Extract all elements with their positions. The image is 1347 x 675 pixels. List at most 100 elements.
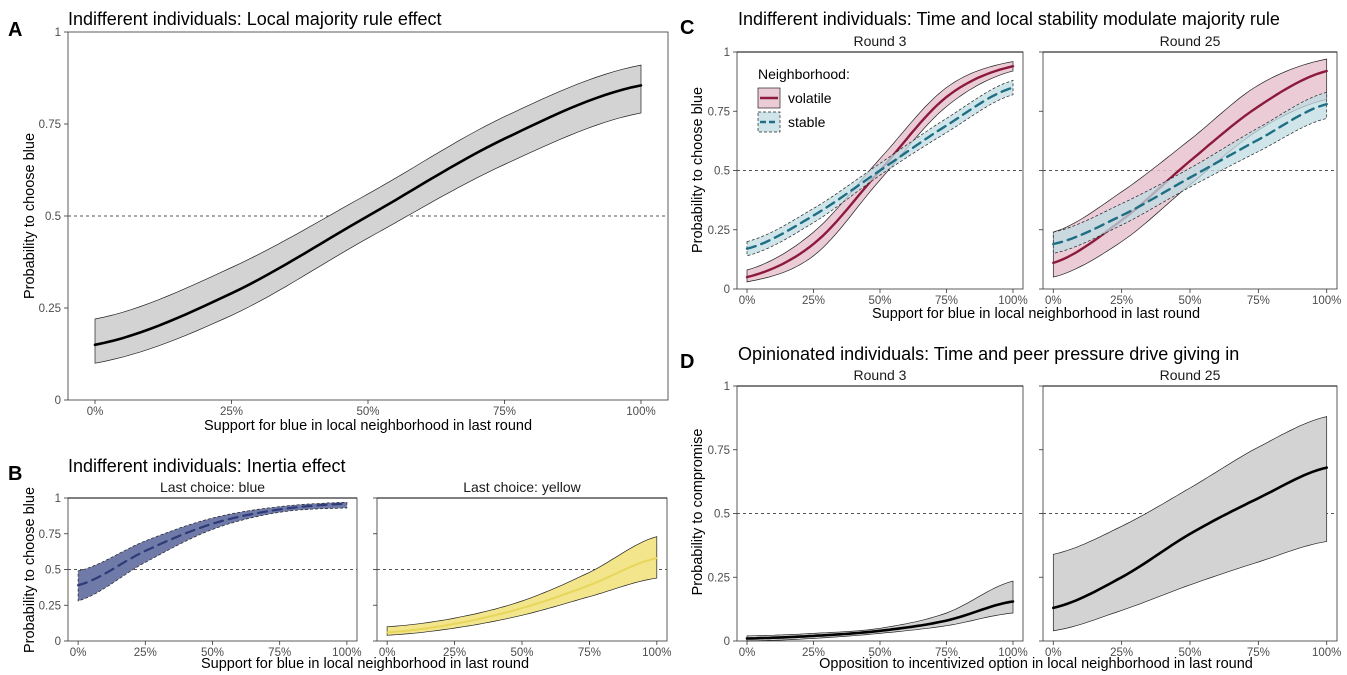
- series-line: [77, 502, 348, 587]
- x-tick-label: 75%: [1247, 295, 1270, 307]
- y-tick-label: 0.75: [708, 106, 730, 118]
- y-tick-label: 0.25: [708, 225, 730, 237]
- series-line-volatile: [1052, 69, 1328, 265]
- facet-a: 0% 25% 50% 75% 100% 0 0.25 0.5 0.75 1: [39, 27, 669, 418]
- facet-c-round3: Round 3 0% 25% 50% 75% 100% 0 0.25 0.5 0.75 1: [708, 33, 1028, 307]
- series-line-stable: [745, 86, 1015, 250]
- x-tick-label: 100%: [998, 295, 1027, 307]
- facet-strip-label: Round 3: [854, 33, 907, 49]
- y-tick-label: 0.75: [39, 529, 61, 541]
- y-tick-label: 0: [724, 284, 730, 296]
- y-tick-label: 0.75: [708, 445, 730, 457]
- x-tick-label: 25%: [220, 406, 243, 418]
- x-tick-label: 0%: [87, 406, 104, 418]
- x-tick-label: 0%: [739, 647, 756, 659]
- panel-d-title: Opinionated individuals: Time and peer p…: [738, 344, 1239, 364]
- x-tick-label: 100%: [1312, 647, 1341, 659]
- confidence-band: [77, 501, 348, 602]
- x-tick-label: 0%: [379, 647, 396, 659]
- y-tick-label: 0: [724, 636, 730, 648]
- panel-tag-d: D: [680, 351, 694, 373]
- facet-d-round25: Round 25 0% 25% 50% 75% 100%: [1039, 367, 1341, 659]
- x-tick-label: 25%: [1110, 295, 1133, 307]
- x-tick-label: 25%: [134, 647, 157, 659]
- x-tick-label: 25%: [443, 647, 466, 659]
- facet-strip-label: Round 25: [1160, 367, 1221, 383]
- x-tick-label: 50%: [356, 406, 379, 418]
- x-tick-label: 75%: [935, 647, 958, 659]
- x-tick-label: 75%: [935, 295, 958, 307]
- panel-tag-b: B: [8, 463, 22, 485]
- facet-strip-label: Last choice: yellow: [463, 479, 581, 495]
- panel-tag-a: A: [8, 19, 22, 41]
- facet-strip-label: Last choice: blue: [160, 479, 265, 495]
- x-tick-label: 75%: [1247, 647, 1270, 659]
- y-tick-label: 1: [55, 493, 61, 505]
- y-tick-label: 0.25: [39, 303, 61, 315]
- x-tick-label: 100%: [998, 647, 1027, 659]
- series-line: [1052, 466, 1328, 610]
- panel-c-title: Indifferent individuals: Time and local …: [738, 9, 1280, 29]
- x-tick-label: 25%: [1110, 647, 1133, 659]
- facet-b-yellow: Last choice: yellow 0% 25% 50% 75% 100%: [373, 479, 672, 659]
- x-tick-label: 0%: [739, 295, 756, 307]
- legend-title: Neighborhood:: [758, 66, 850, 82]
- panel-a-ylabel: Probability to choose blue: [22, 133, 38, 299]
- x-tick-label: 50%: [201, 647, 224, 659]
- x-tick-label: 75%: [493, 406, 516, 418]
- confidence-band-stable: [1052, 91, 1328, 254]
- x-tick-label: 50%: [1178, 647, 1201, 659]
- y-tick-label: 0.5: [45, 565, 61, 577]
- y-tick-label: 0.5: [714, 509, 730, 521]
- facet-b-blue: Last choice: blue 0% 25% 50% 75% 100% 0 0.25 0.5…: [39, 479, 362, 659]
- x-tick-label: 0%: [70, 647, 87, 659]
- confidence-band: [746, 580, 1014, 642]
- x-tick-label: 100%: [642, 647, 671, 659]
- y-tick-label: 0: [55, 636, 61, 648]
- x-tick-label: 75%: [578, 647, 601, 659]
- panel-a-xlabel: Support for blue in local neighborhood i…: [204, 418, 532, 434]
- panel-a-title: Indifferent individuals: Local majority …: [68, 9, 442, 29]
- series-line: [93, 84, 643, 347]
- y-tick-label: 0.75: [39, 119, 61, 131]
- series-line-stable: [1052, 102, 1328, 246]
- y-tick-label: 0.25: [708, 572, 730, 584]
- panel-b-xlabel: Support for blue in local neighborhood i…: [201, 656, 529, 672]
- confidence-band-stable: [746, 79, 1014, 257]
- x-tick-label: 100%: [1312, 295, 1341, 307]
- panel-c-xlabel: Support for blue in local neighborhood i…: [872, 306, 1200, 322]
- x-tick-label: 100%: [626, 406, 655, 418]
- x-tick-label: 25%: [802, 647, 825, 659]
- panel-d-xlabel: Opposition to incentivized option in loc…: [819, 656, 1253, 672]
- x-tick-label: 25%: [802, 295, 825, 307]
- y-tick-label: 1: [724, 381, 730, 393]
- facet-strip-label: Round 25: [1160, 33, 1221, 49]
- y-tick-label: 0: [55, 395, 61, 407]
- y-tick-label: 0.5: [45, 211, 61, 223]
- legend-label-stable: stable: [788, 114, 826, 130]
- x-tick-label: 100%: [332, 647, 361, 659]
- legend: Neighborhood: volatile stable: [757, 66, 850, 133]
- y-tick-label: 0.5: [714, 166, 730, 178]
- confidence-band: [386, 536, 658, 636]
- panel-d-ylabel: Probability to compromise: [690, 429, 706, 596]
- series-line: [386, 557, 658, 634]
- x-tick-label: 50%: [868, 295, 891, 307]
- panel-c-ylabel: Probability to choose blue: [690, 87, 706, 253]
- legend-item-volatile: volatile: [757, 87, 832, 109]
- x-tick-label: 50%: [868, 647, 891, 659]
- y-tick-label: 1: [55, 27, 61, 39]
- x-tick-label: 0%: [1045, 295, 1062, 307]
- facet-c-round25: Round 25 0% 25% 50% 75% 100%: [1039, 33, 1341, 307]
- facet-d-round3: Round 3 0% 25% 50% 75% 100% 0 0.25 0.5 0.75 1: [708, 367, 1028, 659]
- panel-b-title: Indifferent individuals: Inertia effect: [68, 456, 346, 476]
- facet-strip-label: Round 3: [854, 367, 907, 383]
- panel-tag-c: C: [680, 17, 694, 39]
- legend-item-stable: stable: [757, 111, 826, 133]
- x-tick-label: 50%: [1178, 295, 1201, 307]
- x-tick-label: 0%: [1045, 647, 1062, 659]
- legend-label-volatile: volatile: [788, 90, 832, 106]
- x-tick-label: 75%: [268, 647, 291, 659]
